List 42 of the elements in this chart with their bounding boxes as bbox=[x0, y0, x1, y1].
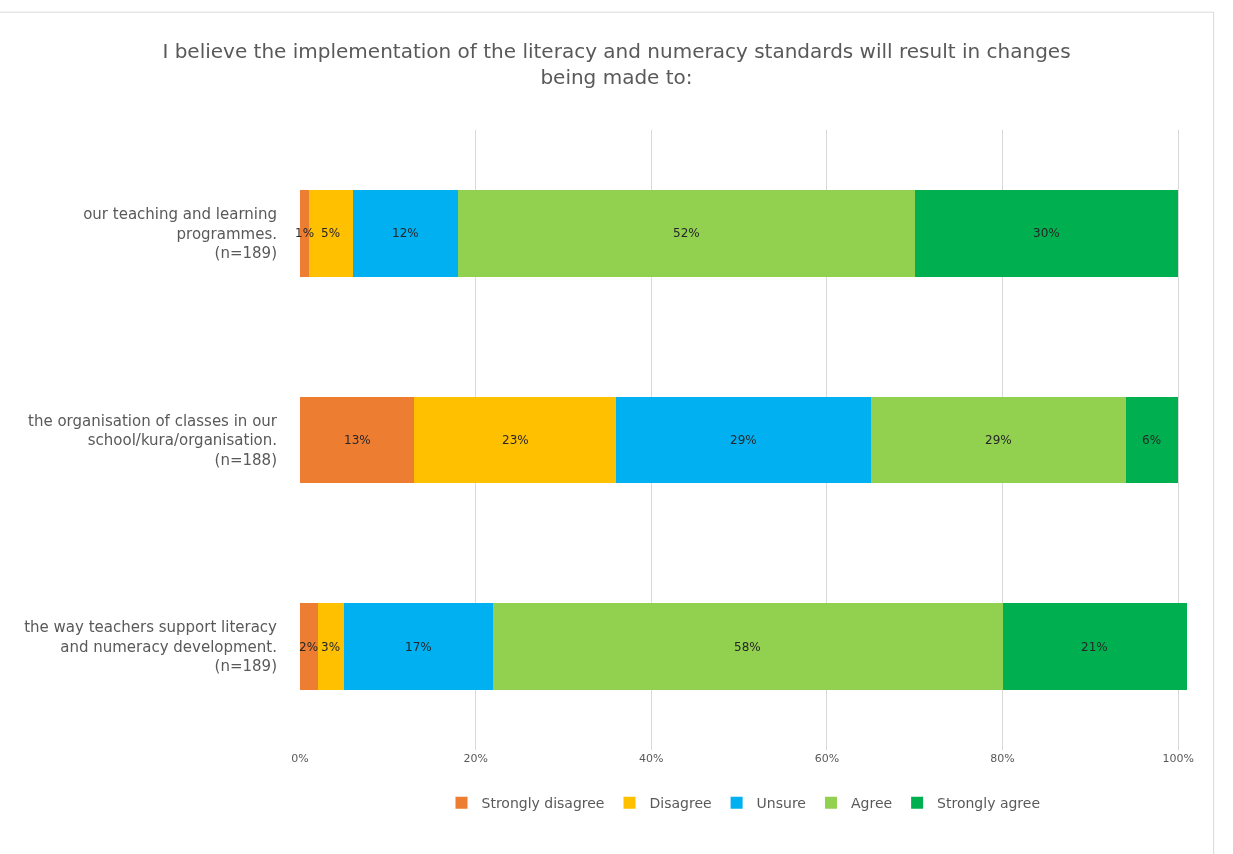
y-tick-label: our teaching and learning programmes. (n=189) bbox=[83, 205, 277, 263]
y-tick-label: the organisation of classes in our school/kura/organisation. (n=188) bbox=[28, 411, 278, 469]
legend-label: Strongly disagree bbox=[481, 795, 605, 812]
chart-title: I believe the implementation of the literacy and numeracy standards will result in changes being made to: bbox=[162, 39, 1071, 90]
bar bbox=[300, 603, 318, 691]
bar bbox=[352, 189, 459, 277]
data-label: 52% bbox=[673, 226, 700, 240]
bar bbox=[343, 603, 494, 691]
bar bbox=[616, 396, 871, 484]
bar bbox=[870, 396, 1126, 484]
bar bbox=[458, 189, 915, 277]
y-tick-label: the way teachers support literacy and numeracy development. (n=189) bbox=[24, 618, 278, 676]
data-label: 21% bbox=[1081, 640, 1108, 654]
data-label: 2% bbox=[299, 640, 319, 654]
data-label: 5% bbox=[321, 226, 341, 240]
bar bbox=[1125, 396, 1179, 484]
x-tick-label: 60% bbox=[814, 752, 840, 765]
bar bbox=[914, 189, 1179, 277]
legend-label: Disagree bbox=[649, 795, 712, 812]
data-label: 17% bbox=[405, 640, 432, 654]
x-tick-label: 100% bbox=[1162, 752, 1194, 765]
legend-label: Strongly agree bbox=[937, 795, 1041, 812]
x-tick-label: 80% bbox=[990, 752, 1015, 765]
legend-label: Unsure bbox=[756, 795, 806, 812]
data-label: 29% bbox=[730, 433, 757, 447]
bar bbox=[317, 603, 344, 691]
legend-label: Agree bbox=[850, 795, 893, 812]
data-label: 58% bbox=[734, 640, 761, 654]
bar bbox=[1002, 603, 1187, 691]
data-label: 12% bbox=[392, 226, 419, 240]
bar bbox=[414, 396, 617, 484]
data-label: 6% bbox=[1142, 433, 1162, 447]
bar bbox=[493, 603, 1003, 691]
data-label: 3% bbox=[321, 640, 341, 654]
x-tick-label: 20% bbox=[463, 752, 488, 765]
x-tick-label: 0% bbox=[291, 752, 309, 765]
data-label: 13% bbox=[344, 433, 371, 447]
bar bbox=[300, 396, 415, 484]
x-tick-label: 40% bbox=[639, 752, 664, 765]
data-label: 23% bbox=[502, 433, 529, 447]
data-label: 29% bbox=[985, 433, 1012, 447]
data-label: 30% bbox=[1033, 226, 1060, 240]
